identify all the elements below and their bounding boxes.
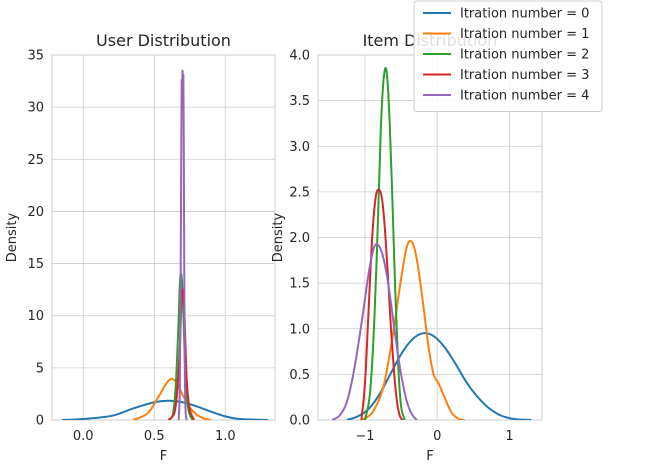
x-axis-label: F (426, 449, 433, 464)
y-tick-label: 5 (36, 361, 44, 376)
y-tick-label: 10 (27, 309, 44, 324)
y-tick-label: 20 (27, 205, 44, 220)
y-tick-label: 15 (27, 257, 44, 272)
y-tick-label: 0.0 (289, 414, 310, 429)
y-tick-label: 4.0 (289, 49, 310, 64)
legend-label: Itration number = 3 (460, 68, 589, 83)
y-tick-label: 2.0 (289, 231, 310, 246)
y-tick-label: 2.5 (289, 185, 310, 200)
series-line-itration-number-0 (346, 332, 532, 420)
y-tick-label: 25 (27, 153, 44, 168)
y-tick-label: 1.0 (289, 322, 310, 337)
legend-box (413, 0, 603, 112)
series-line-itration-number-4 (331, 243, 418, 420)
y-tick-label: 30 (27, 101, 44, 116)
user-distribution-panel: 0.0 0.5 1.0 0 5 10 15 20 25 30 35 User Distribution… (5, 31, 276, 464)
y-tick-label: 3.5 (289, 94, 310, 109)
y-tick-label: 0.5 (289, 368, 310, 383)
legend-label: Itration number = 2 (460, 48, 589, 63)
x-axis-label: F (160, 449, 167, 464)
legend: Itration number = 0 Itration number = 1 It… (413, 0, 603, 112)
y-tick-label: 0 (36, 414, 44, 429)
x-tick-label: −1 (355, 429, 374, 444)
y-axis-label: Density (271, 212, 286, 262)
y-axis-label: Density (5, 212, 20, 262)
legend-label: Itration number = 4 (460, 89, 589, 104)
legend-label: Itration number = 0 (460, 7, 589, 22)
x-tick-label: 1 (505, 429, 513, 444)
series-line-itration-number-3 (167, 288, 195, 420)
x-tick-label: 0.5 (144, 429, 165, 444)
legend-label: Itration number = 1 (460, 27, 589, 42)
x-tick-label: 0 (433, 429, 441, 444)
series-line-itration-number-3 (360, 188, 404, 420)
x-tick-label: 1.0 (215, 429, 236, 444)
y-tick-label: 35 (27, 49, 44, 64)
y-tick-label: 3.0 (289, 140, 310, 155)
y-tick-label: 1.5 (289, 277, 310, 292)
chart-title: User Distribution (96, 31, 231, 50)
plot-area (52, 55, 275, 420)
series-line-itration-number-1 (360, 239, 465, 420)
series-line-itration-number-4 (177, 69, 188, 420)
axes-frame (51, 54, 276, 421)
x-tick-label: 0.0 (73, 429, 94, 444)
